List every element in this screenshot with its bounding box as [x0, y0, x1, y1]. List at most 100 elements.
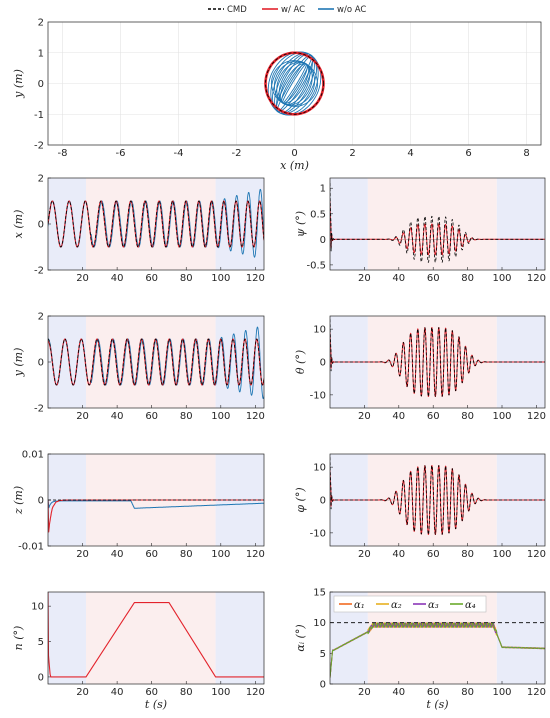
- x-tick-label: 60: [427, 687, 440, 698]
- x-tick-label: 100: [211, 411, 230, 422]
- x-tick-label: 4: [407, 148, 413, 159]
- y-tick-label: -1: [34, 110, 44, 121]
- series-w-o-ac: [48, 499, 264, 509]
- x_t-panel: 20 40 60 80 100 120 -2 0 2 x (m): [12, 174, 265, 285]
- alpha-legend-label-3: α₃: [428, 600, 439, 611]
- axes-frame: [47, 177, 265, 271]
- y-tick-label: 0: [38, 220, 44, 231]
- axes-frame: [329, 453, 546, 547]
- phase-band-0: [48, 178, 87, 270]
- alpha_t-panel: 20 40 60 80 100 120 0 5 10 15 αᵢ (°) t (s) α₁ α₂ α₃ α₄: [294, 588, 546, 712]
- x-tick-label: 40: [111, 687, 124, 698]
- y-tick-label: 0: [38, 672, 44, 683]
- y-tick-label: 10: [313, 325, 326, 336]
- phase-band-1: [86, 592, 216, 684]
- series-alpha-4: [330, 622, 545, 678]
- x-tick-label: 100: [492, 549, 511, 560]
- x-tick-label: 20: [76, 687, 89, 698]
- y-tick-label: -2: [34, 404, 44, 415]
- x-tick-label: -6: [116, 148, 126, 159]
- x-tick-label: 60: [145, 411, 158, 422]
- x-tick-label: 120: [527, 687, 546, 698]
- x-tick-label: 100: [492, 273, 511, 284]
- x-tick-label: 80: [461, 549, 474, 560]
- y-tick-label: 1: [38, 48, 44, 59]
- x-tick-label: 20: [358, 273, 371, 284]
- y-axis-label: y (m): [12, 348, 25, 378]
- phase-band-0: [330, 178, 368, 270]
- x-tick-label: 40: [392, 687, 405, 698]
- axes-frame: [47, 591, 265, 685]
- phase-band-2: [215, 592, 264, 684]
- y-axis-label: αᵢ (°): [294, 624, 307, 651]
- y-tick-label: 0: [320, 496, 326, 507]
- y-tick-label: 1: [320, 184, 326, 195]
- x-tick-label: 60: [427, 273, 440, 284]
- series-cmd: [330, 183, 545, 263]
- series-w-o-ac: [267, 51, 322, 116]
- y-tick-label: 0: [38, 496, 44, 507]
- axes-frame: [329, 315, 546, 409]
- y-axis-label: x (m): [12, 210, 25, 239]
- ellipse-loop: [279, 63, 310, 104]
- x-tick-label: 100: [492, 687, 511, 698]
- x-tick-label: 60: [427, 549, 440, 560]
- y-tick-label: -2: [34, 141, 44, 152]
- x-tick-label: 100: [211, 687, 230, 698]
- x-axis-label: x (m): [280, 159, 309, 172]
- y-tick-label: 5: [38, 637, 44, 648]
- y-tick-label: 10: [313, 463, 326, 474]
- x-tick-label: 80: [180, 411, 193, 422]
- y-axis-label: n (°): [12, 626, 25, 651]
- x-tick-label: 40: [392, 273, 405, 284]
- alpha-legend-label-1: α₁: [354, 600, 365, 611]
- series-cmd: [48, 200, 264, 248]
- x-axis-label: t (s): [426, 698, 448, 711]
- phase-band-0: [48, 592, 87, 684]
- y-tick-label: -10: [310, 390, 326, 401]
- axes-frame: [47, 453, 265, 547]
- y-tick-label: 15: [313, 588, 326, 599]
- x-tick-label: 40: [111, 273, 124, 284]
- xy-panel: -8 -6 -4 -2 0 2 4 6 8 -2 -1 0 1 2 y (m) x (m): [12, 18, 542, 172]
- y-tick-label: 10: [31, 602, 44, 613]
- series-cmd: [48, 338, 264, 386]
- y-tick-label: 0: [320, 680, 326, 691]
- x-tick-label: 20: [76, 273, 89, 284]
- x-tick-label: 40: [392, 549, 405, 560]
- x-axis-label: t (s): [145, 698, 167, 711]
- y-axis-label: θ (°): [294, 350, 307, 374]
- legend-label-0: CMD: [227, 5, 247, 15]
- x-tick-label: 120: [527, 273, 546, 284]
- x-tick-label: 8: [523, 148, 529, 159]
- y-axis-label: z (m): [12, 486, 25, 515]
- phase-band-1: [86, 178, 216, 270]
- legend-label-2: w/o AC: [337, 5, 366, 15]
- x-tick-label: 2: [349, 148, 355, 159]
- alpha-legend: α₁ α₂ α₃ α₄: [333, 595, 487, 613]
- y-tick-label: 0.5: [310, 209, 326, 220]
- psi_t-panel: 20 40 60 80 100 120 -0.5 0 0.5 1 ψ (°): [294, 177, 546, 284]
- phi_t-panel: 20 40 60 80 100 120 -10 0 10 φ (°): [294, 453, 546, 560]
- x-tick-label: 80: [180, 687, 193, 698]
- z_t-panel: 20 40 60 80 100 120 -0.01 0 0.01 z (m): [12, 450, 265, 561]
- x-tick-label: 20: [358, 687, 371, 698]
- y-tick-label: 2: [38, 312, 44, 323]
- series-cmd: [330, 319, 545, 397]
- y-tick-label: 0.01: [22, 450, 44, 461]
- top-legend: CMD w/ AC w/o AC: [208, 5, 366, 15]
- alpha-legend-label-4: α₄: [465, 600, 476, 611]
- x-tick-label: 40: [392, 411, 405, 422]
- x-tick-label: 6: [465, 148, 471, 159]
- series-cmd: [330, 457, 545, 535]
- series-w-ac: [48, 592, 264, 678]
- phase-band-1: [86, 316, 216, 408]
- y-tick-label: 0: [320, 358, 326, 369]
- phase-band-0: [48, 316, 87, 408]
- n_t-panel: 20 40 60 80 100 120 0 5 10 n (°) t (s): [12, 591, 265, 711]
- x-tick-label: 120: [246, 549, 265, 560]
- y-tick-label: 0: [38, 358, 44, 369]
- y-tick-label: -0.5: [306, 260, 326, 271]
- x-tick-label: 120: [527, 411, 546, 422]
- ellipse-loop: [272, 52, 317, 115]
